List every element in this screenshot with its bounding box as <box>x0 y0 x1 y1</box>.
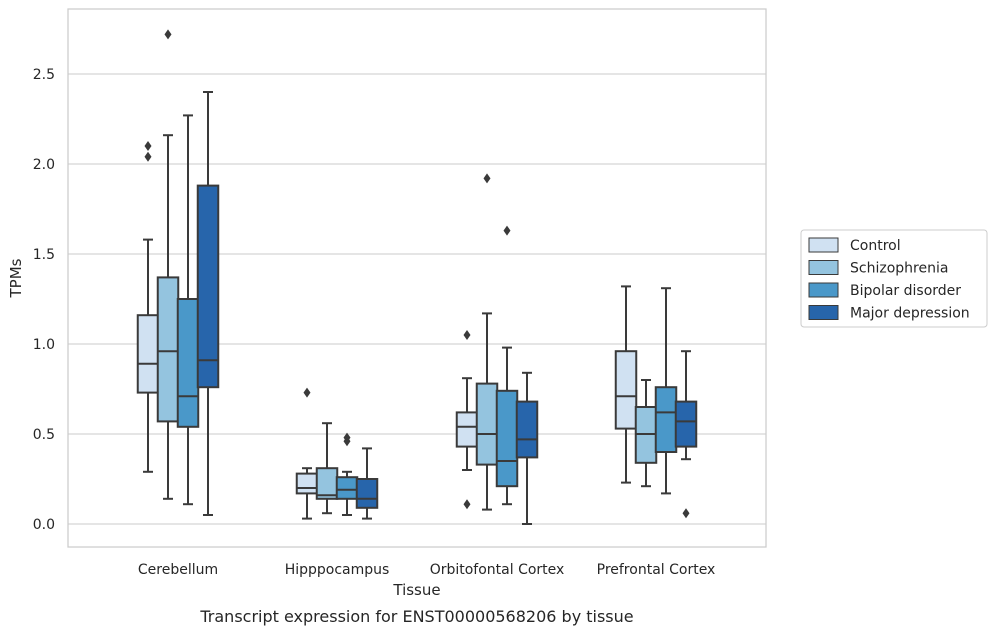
box-iqr <box>176 298 200 428</box>
box-iqr <box>614 350 638 430</box>
box-3-0 <box>196 91 220 516</box>
box-iqr <box>196 184 220 389</box>
y-tick-label-1: 0.5 <box>33 427 55 443</box>
box-1-1 <box>315 422 339 515</box>
outlier-point-0 <box>483 173 491 184</box>
x-tick-label-3: Prefrontal Cortex <box>597 562 716 578</box>
outlier-point-0 <box>144 151 152 162</box>
y-tick-label-4: 2.0 <box>33 157 55 173</box>
outlier-point-0 <box>463 330 471 340</box>
chart-caption: Transcript expression for ENST0000056820… <box>199 607 633 626</box>
legend-label-2: Bipolar disorder <box>850 283 961 299</box>
legend-label-3: Major depression <box>850 306 970 322</box>
legend-label-1: Schizophrenia <box>850 261 948 277</box>
legend-frame <box>800 229 988 328</box>
x-tick-label-2: Orbitofontal Cortex <box>430 562 565 578</box>
y-tick-label-5: 2.5 <box>33 67 55 83</box>
box-2-3 <box>654 287 678 495</box>
box-1-3 <box>634 379 658 488</box>
outlier-point-0 <box>164 29 172 40</box>
series-3 <box>196 91 698 525</box>
box-0-3 <box>614 285 638 484</box>
box-0-0 <box>136 141 160 473</box>
box-iqr <box>674 400 698 448</box>
box-iqr <box>355 478 379 509</box>
legend-swatch-2 <box>808 282 839 298</box>
outlier-point-1 <box>463 499 471 510</box>
box-1-0 <box>156 29 180 500</box>
box-iqr <box>136 314 160 394</box>
y-axis-title: TPMs <box>7 258 25 298</box>
box-2-2 <box>495 225 519 506</box>
box-0-1 <box>295 387 319 520</box>
box-3-2 <box>515 371 539 525</box>
box-1-2 <box>475 173 499 511</box>
legend-items: Control Schizophrenia Bipolar disorder Majo… <box>808 237 970 322</box>
y-tick-label-0: 0.0 <box>33 517 55 533</box>
outlier-point-0 <box>303 387 311 398</box>
outlier-point-0 <box>503 225 511 236</box>
box-iqr <box>515 400 539 459</box>
legend-swatch-1 <box>808 260 839 275</box>
box-iqr <box>475 382 499 466</box>
x-axis-title: Tissue <box>392 581 440 599</box>
series-2 <box>176 114 678 516</box>
legend-swatch-0 <box>808 237 839 253</box>
y-tick-label-2: 1.0 <box>33 337 55 353</box>
series-1 <box>156 29 658 515</box>
box-iqr <box>495 389 519 488</box>
x-tick-label-0: Cerebellum <box>138 562 218 578</box>
outlier-point-1 <box>343 432 351 443</box>
legend: Control Schizophrenia Bipolar disorder Majo… <box>800 229 988 328</box>
box-3-3 <box>674 350 698 519</box>
y-tick-label-3: 1.5 <box>33 247 55 263</box>
box-series <box>136 29 698 525</box>
box-iqr <box>335 476 359 500</box>
box-3-1 <box>355 447 379 520</box>
outlier-point-1 <box>144 141 152 151</box>
box-2-0 <box>176 114 200 506</box>
box-0-2 <box>455 330 479 510</box>
box-iqr <box>455 411 479 448</box>
box-iqr <box>295 472 319 495</box>
box-iqr <box>156 276 180 423</box>
y-axis-ticks: 0.0 0.5 1.0 1.5 2.0 2.5 <box>33 67 55 533</box>
legend-swatch-3 <box>808 305 839 320</box>
box-2-1 <box>335 432 359 516</box>
box-iqr <box>654 386 678 454</box>
outlier-point-0 <box>682 508 690 519</box>
x-axis-ticks: Cerebellum Hipppocampus Orbitofontal Corte… <box>138 562 715 578</box>
plot-area-frame <box>67 8 767 548</box>
x-tick-label-1: Hipppocampus <box>285 562 390 578</box>
legend-label-0: Control <box>850 238 901 254</box>
